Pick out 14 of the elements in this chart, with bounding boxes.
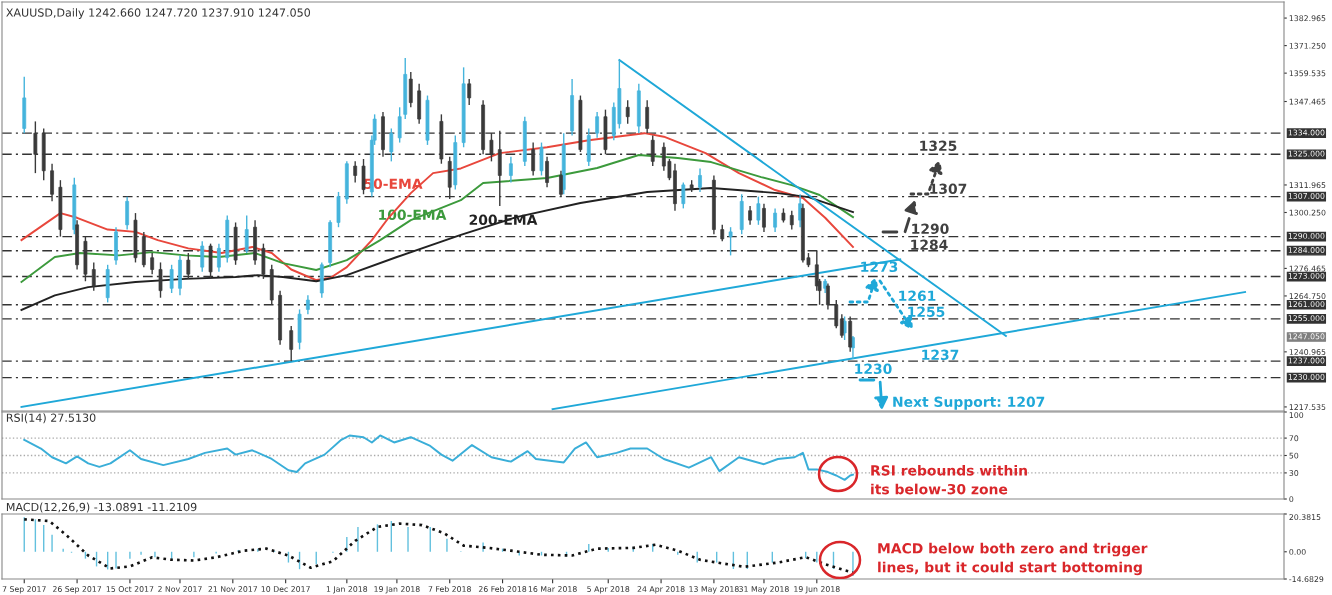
chart-title: MACD(12,26,9) -13.0891 -11.2109	[6, 502, 197, 513]
annotation: 1237	[922, 349, 959, 361]
annotation: 1230	[855, 363, 892, 375]
annotation: 1290	[912, 223, 949, 235]
annotation: RSI rebounds within its below-30 zone	[871, 464, 1027, 495]
text: XAUUSD,Daily 1242.660 1247.720 1237.910 1247.050	[6, 8, 311, 19]
annotation: 1284	[911, 239, 948, 251]
chart-title: RSI(14) 27.5130	[6, 413, 96, 424]
annotation: 1255	[908, 306, 945, 318]
annotation: 1307	[930, 183, 967, 195]
annotation: 1325	[920, 140, 957, 152]
annotation: MACD below both zero and trigger lines, but it could start bottoming	[878, 542, 1148, 576]
annotation: Next Support: 1207	[893, 396, 1045, 410]
annotation: 1261	[899, 290, 936, 302]
